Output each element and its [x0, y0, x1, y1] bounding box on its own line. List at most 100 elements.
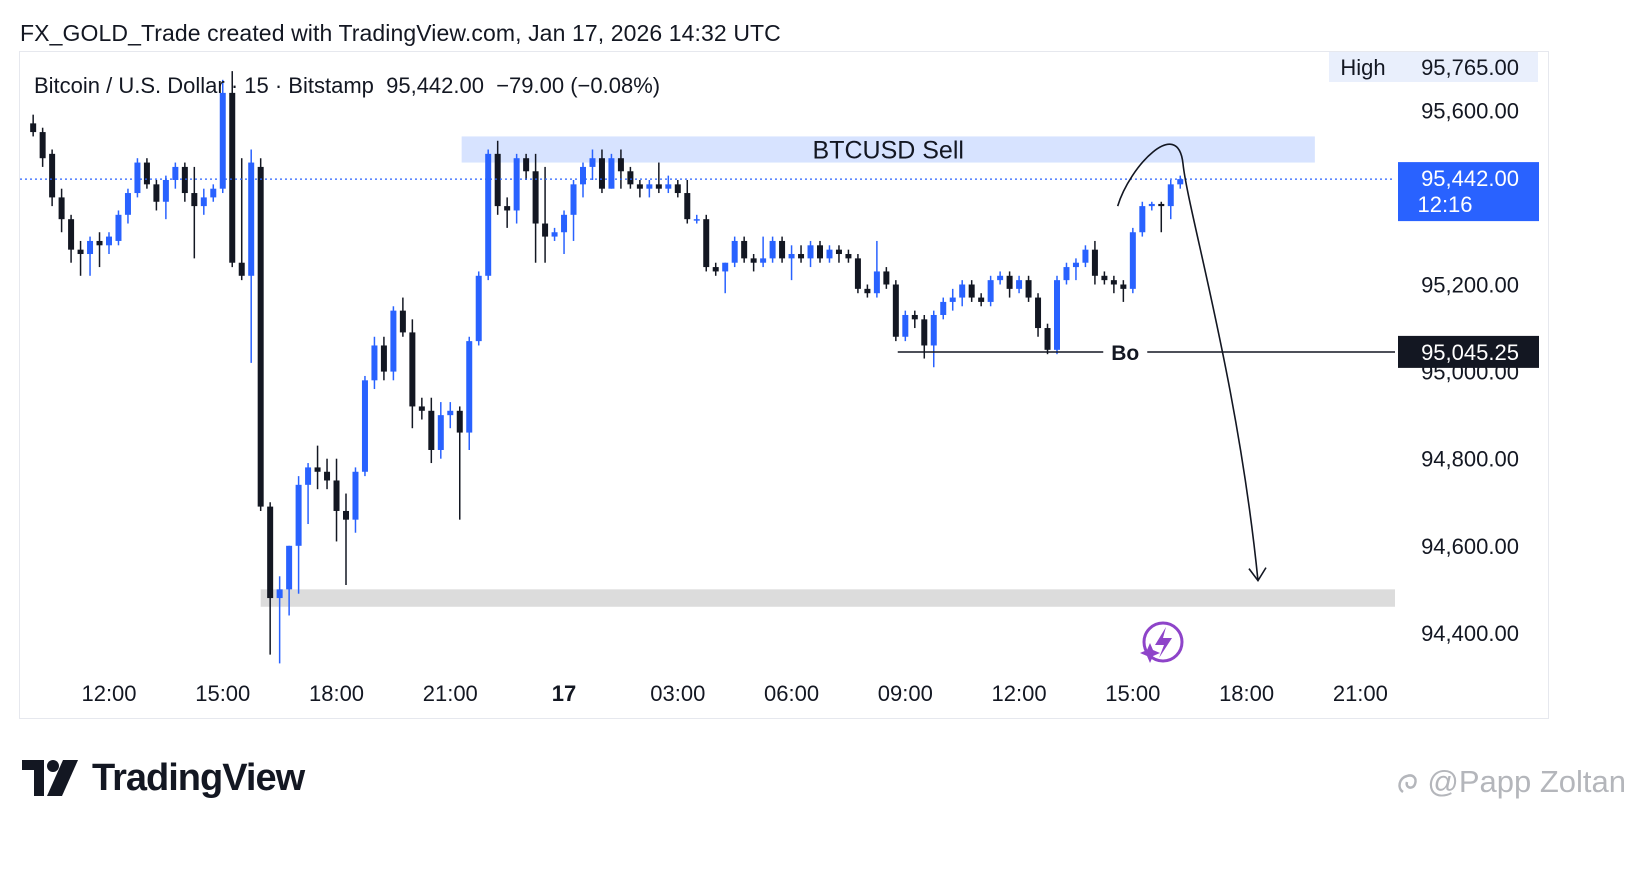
candle-body[interactable] — [940, 301, 947, 315]
candle-body[interactable] — [371, 345, 378, 381]
candle-body[interactable] — [494, 153, 501, 207]
candle-body[interactable] — [106, 236, 112, 246]
candle-body[interactable] — [314, 467, 321, 472]
candle-body[interactable] — [428, 410, 435, 450]
candle-body[interactable] — [864, 288, 871, 294]
candle-body[interactable] — [276, 589, 283, 599]
candle-body[interactable] — [172, 166, 179, 180]
candle-body[interactable] — [892, 284, 899, 337]
candle-body[interactable] — [437, 415, 444, 450]
candle-body[interactable] — [987, 280, 994, 302]
last-price-tag[interactable] — [1398, 162, 1539, 222]
candle-body[interactable] — [124, 193, 131, 215]
candle-body[interactable] — [153, 184, 160, 202]
candle-body[interactable] — [532, 171, 539, 224]
candle-body[interactable] — [523, 158, 530, 172]
level-tag[interactable] — [1398, 335, 1539, 368]
candle-body[interactable] — [380, 345, 387, 372]
candle-body[interactable] — [580, 166, 586, 185]
candle-body[interactable] — [911, 314, 918, 320]
candle-body[interactable] — [655, 184, 662, 189]
candle-body[interactable] — [712, 267, 719, 272]
candle-body[interactable] — [87, 240, 94, 255]
candle-body[interactable] — [30, 123, 37, 133]
candle-body[interactable] — [210, 188, 217, 198]
candle-body[interactable] — [1054, 280, 1060, 350]
target-zone[interactable] — [260, 589, 1396, 607]
candle-body[interactable] — [722, 262, 729, 272]
candle-body[interactable] — [741, 240, 748, 259]
candle-body[interactable] — [96, 240, 103, 246]
candle-body[interactable] — [1139, 206, 1146, 233]
candle-body[interactable] — [219, 92, 226, 189]
candle-body[interactable] — [1148, 203, 1155, 207]
candle-body[interactable] — [598, 158, 605, 189]
candle-body[interactable] — [1025, 280, 1032, 298]
candle-body[interactable] — [627, 171, 634, 185]
candle-body[interactable] — [835, 249, 842, 255]
candle-body[interactable] — [1101, 275, 1108, 281]
candle-body[interactable] — [1063, 267, 1070, 281]
candle-body[interactable] — [883, 271, 890, 285]
candle-body[interactable] — [817, 245, 823, 259]
candle-body[interactable] — [1044, 328, 1051, 350]
candle-body[interactable] — [257, 166, 264, 507]
candle-body[interactable] — [1167, 184, 1174, 207]
candle-body[interactable] — [191, 193, 198, 207]
candle-body[interactable] — [58, 197, 65, 220]
candle-body[interactable] — [779, 240, 786, 259]
candle-body[interactable] — [608, 158, 615, 189]
candle-body[interactable] — [361, 380, 368, 472]
candle-body[interactable] — [921, 319, 928, 346]
candle-body[interactable] — [1082, 249, 1089, 263]
candle-body[interactable] — [959, 284, 966, 298]
candle-body[interactable] — [333, 480, 340, 511]
candle-body[interactable] — [248, 162, 255, 276]
candle-body[interactable] — [229, 92, 236, 263]
candle-body[interactable] — [949, 297, 956, 302]
candle-body[interactable] — [617, 158, 624, 172]
candle-body[interactable] — [409, 332, 416, 407]
candle-body[interactable] — [485, 153, 492, 276]
candle-body[interactable] — [77, 249, 84, 255]
candle-body[interactable] — [1016, 280, 1023, 289]
tradingview-logo[interactable]: TradingView — [22, 757, 305, 800]
candle-body[interactable] — [475, 275, 482, 342]
candle-body[interactable] — [399, 310, 406, 333]
candle-body[interactable] — [589, 158, 596, 167]
candle-body[interactable] — [731, 240, 738, 263]
candle-body[interactable] — [352, 471, 359, 520]
candle-body[interactable] — [390, 310, 397, 372]
candle-body[interactable] — [854, 258, 861, 289]
candle-body[interactable] — [788, 254, 795, 259]
candle-body[interactable] — [49, 153, 56, 198]
candle-body[interactable] — [750, 258, 757, 263]
candle-body[interactable] — [1006, 275, 1013, 289]
candle-body[interactable] — [513, 158, 520, 211]
candle-body[interactable] — [466, 341, 473, 433]
candle-body[interactable] — [561, 214, 568, 233]
candle-body[interactable] — [798, 254, 805, 259]
candle-body[interactable] — [665, 184, 672, 189]
candle-body[interactable] — [39, 132, 46, 159]
candle-body[interactable] — [143, 162, 150, 185]
candle-body[interactable] — [1091, 249, 1098, 276]
candle-body[interactable] — [551, 232, 558, 237]
candle-body[interactable] — [826, 249, 833, 259]
candle-body[interactable] — [930, 314, 937, 346]
candle-body[interactable] — [1129, 232, 1136, 289]
candle-body[interactable] — [456, 410, 463, 433]
candle-body[interactable] — [134, 162, 141, 194]
candle-body[interactable] — [902, 314, 909, 337]
candle-body[interactable] — [684, 193, 691, 220]
candle-body[interactable] — [504, 206, 511, 211]
candle-body[interactable] — [447, 410, 454, 416]
candle-body[interactable] — [1120, 284, 1127, 289]
candle-body[interactable] — [760, 258, 767, 263]
candle-body[interactable] — [873, 271, 880, 294]
candle-body[interactable] — [305, 467, 312, 485]
candle-body[interactable] — [324, 471, 331, 481]
candle-body[interactable] — [1158, 203, 1165, 207]
candle-body[interactable] — [542, 223, 549, 237]
